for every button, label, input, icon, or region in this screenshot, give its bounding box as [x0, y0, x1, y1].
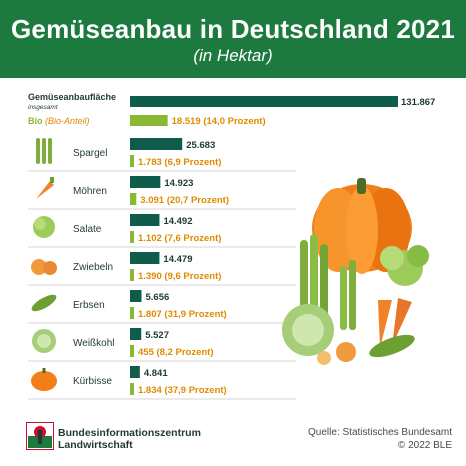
category-label-kuerbisse: Kürbisse [73, 376, 112, 387]
chart-rows: 131.867 18.519 (14,0 Prozent) Spargel 25.68… [28, 96, 435, 400]
bio-value-erbsen: 1.807 (31,9 Prozent) [138, 309, 227, 320]
bio-bar-total [130, 115, 168, 126]
total-bar-total [130, 96, 398, 107]
category-label-spargel: Spargel [73, 148, 107, 159]
ble-logo-icon [26, 422, 54, 450]
org-name: Bundesinformationszentrum Landwirtschaft [58, 427, 201, 451]
bio-bar-zwiebeln [130, 269, 134, 281]
total-value-kuerbisse: 4.841 [144, 368, 168, 379]
total-value-spargel: 25.683 [186, 140, 215, 151]
total-bar-zwiebeln [130, 252, 160, 264]
category-label-zwiebeln: Zwiebeln [73, 262, 113, 273]
bio-bar-erbsen [130, 307, 134, 319]
total-value-weisskohl: 5.527 [145, 330, 169, 341]
legend-total-label: Gemüseanbaufläche [28, 92, 116, 102]
bio-value-zwiebeln: 1.390 (9,6 Prozent) [138, 271, 221, 282]
bio-value-kuerbisse: 1.834 (37,9 Prozent) [138, 385, 227, 396]
chart-subtitle: (in Hektar) [193, 46, 273, 65]
bio-bar-moehren [130, 193, 137, 205]
cabbage-icon [32, 329, 56, 353]
bio-bar-spargel [130, 155, 134, 167]
total-bar-erbsen [130, 290, 142, 302]
legend-bio-label: Bio [28, 116, 43, 126]
bio-bar-weisskohl [130, 345, 134, 357]
total-value-erbsen: 5.656 [145, 292, 169, 303]
source-note: Quelle: Statistisches Bundesamt © 2022 B… [308, 427, 452, 451]
total-value-total: 131.867 [401, 97, 435, 108]
category-label-moehren: Möhren [73, 186, 107, 197]
chart-title: Gemüseanbau in Deutschland 2021 [10, 14, 455, 44]
category-label-erbsen: Erbsen [73, 300, 105, 311]
peas-icon [31, 294, 57, 312]
bio-value-spargel: 1.783 (6,9 Prozent) [138, 157, 221, 168]
category-label-salate: Salate [73, 224, 102, 235]
legend-bio-sublabel: (Bio-Anteil) [45, 116, 90, 126]
total-bar-moehren [130, 176, 161, 188]
total-bar-weisskohl [130, 328, 142, 340]
total-bar-spargel [130, 138, 183, 150]
vegetable-illustration [282, 178, 429, 365]
lettuce-icon [33, 216, 55, 238]
bio-value-moehren: 3.091 (20,7 Prozent) [140, 195, 229, 206]
total-value-salate: 14.492 [163, 216, 192, 227]
total-bar-salate [130, 214, 160, 226]
onion-icon [31, 259, 57, 275]
category-label-weisskohl: Weißkohl [73, 338, 115, 349]
total-value-moehren: 14.923 [164, 178, 193, 189]
bio-value-weisskohl: 455 (8,2 Prozent) [138, 347, 214, 358]
total-value-zwiebeln: 14.479 [163, 254, 192, 265]
header-banner: Gemüseanbau in Deutschland 2021 (in Hekt… [0, 0, 466, 78]
carrot-icon [36, 177, 54, 199]
bio-bar-kuerbisse [130, 383, 134, 395]
legend-total-sublabel: insgesamt [28, 104, 59, 111]
pumpkin-icon [31, 368, 57, 391]
asparagus-icon [36, 138, 52, 164]
bio-bar-salate [130, 231, 134, 243]
bio-value-salate: 1.102 (7,6 Prozent) [138, 233, 221, 244]
total-bar-kuerbisse [130, 366, 140, 378]
bio-value-total: 18.519 (14,0 Prozent) [172, 116, 266, 127]
